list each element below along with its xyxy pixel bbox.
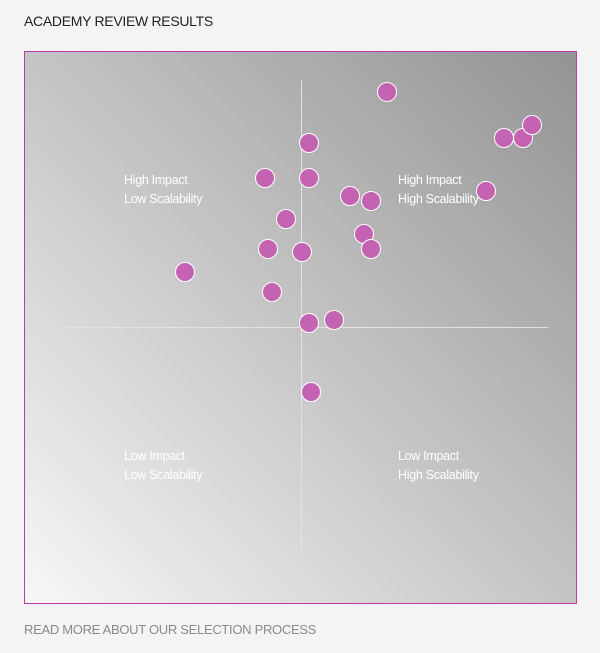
data-point: [476, 180, 496, 201]
quadrant-label-top-right: High Impact High Scalability: [398, 171, 479, 209]
quadrant-label-line: Low Scalability: [124, 468, 203, 482]
quadrant-label-line: Low Impact: [124, 449, 185, 463]
data-point: [522, 114, 542, 135]
quadrant-label-bottom-right: Low Impact High Scalability: [398, 447, 479, 485]
quadrant-label-line: High Impact: [124, 173, 188, 187]
quadrant-label-line: High Impact: [398, 173, 462, 187]
data-point: [275, 208, 296, 229]
data-point: [340, 185, 361, 206]
quadrant-label-line: Low Scalability: [124, 192, 203, 206]
quadrant-chart: High Impact Low Scalability High Impact …: [24, 51, 577, 604]
quadrant-label-line: High Scalability: [398, 192, 479, 206]
quadrant-label-line: Low Impact: [398, 449, 459, 463]
data-point: [301, 381, 322, 402]
data-point: [377, 81, 398, 102]
data-point: [494, 127, 515, 148]
selection-process-link[interactable]: READ MORE ABOUT OUR SELECTION PROCESS: [24, 622, 317, 637]
data-point: [255, 168, 276, 189]
data-point: [257, 239, 278, 260]
quadrant-label-line: High Scalability: [398, 468, 479, 482]
data-point: [361, 239, 381, 260]
data-point: [298, 132, 319, 153]
data-point: [262, 282, 283, 303]
quadrant-label-top-left: High Impact Low Scalability: [124, 171, 202, 209]
data-point: [298, 312, 319, 333]
page-title: ACADEMY REVIEW RESULTS: [24, 13, 213, 29]
data-point: [361, 191, 381, 211]
data-point: [298, 168, 319, 189]
quadrant-label-bottom-left: Low Impact Low Scalability: [124, 447, 202, 485]
data-point: [324, 310, 345, 331]
data-point: [292, 241, 312, 262]
data-point: [174, 262, 195, 283]
